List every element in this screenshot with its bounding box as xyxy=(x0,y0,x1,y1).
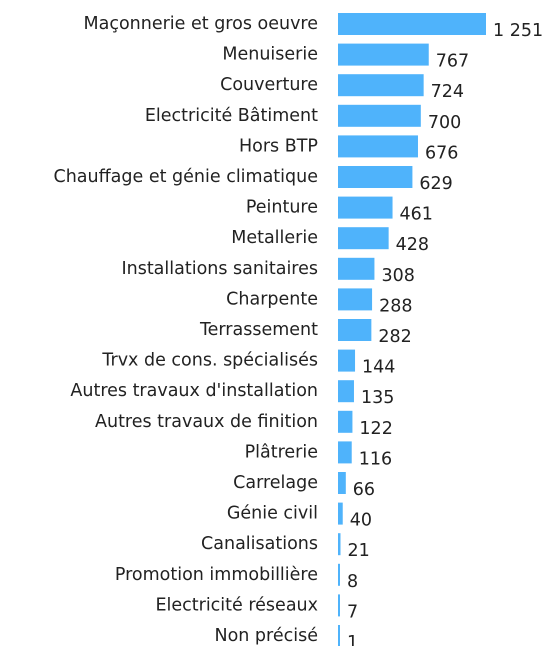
value-label: 767 xyxy=(436,52,469,72)
bar xyxy=(338,319,372,341)
category-label: Installations sanitaires xyxy=(121,259,318,279)
bar xyxy=(338,441,352,464)
category-label: Maçonnerie et gros oeuvre xyxy=(84,14,318,34)
bar xyxy=(338,349,356,372)
value-label: 629 xyxy=(419,174,452,194)
value-label: 7 xyxy=(347,602,358,622)
category-label: Menuiserie xyxy=(222,45,318,65)
category-label: Terrassement xyxy=(199,320,318,340)
value-label: 122 xyxy=(359,419,392,439)
value-label: 135 xyxy=(361,388,394,408)
value-label: 308 xyxy=(381,266,414,286)
value-label: 288 xyxy=(379,296,412,316)
category-label: Non précisé xyxy=(214,626,318,646)
category-label: Carrelage xyxy=(233,473,318,493)
category-label: Hors BTP xyxy=(239,136,318,156)
value-label: 66 xyxy=(353,480,375,500)
value-label: 116 xyxy=(359,449,392,469)
bar xyxy=(338,257,375,280)
category-label: Electricité Bâtiment xyxy=(145,106,318,126)
category-label: Electricité réseaux xyxy=(155,595,318,615)
category-label: Metallerie xyxy=(231,228,318,248)
value-label: 8 xyxy=(347,572,358,592)
bar xyxy=(338,43,429,66)
value-label: 700 xyxy=(428,113,461,133)
bar xyxy=(338,166,413,188)
category-label: Trvx de cons. spécialisés xyxy=(101,351,318,371)
bar xyxy=(338,472,346,494)
bar xyxy=(338,288,373,311)
category-label: Promotion immobillière xyxy=(115,565,318,585)
category-label: Autres travaux de finition xyxy=(95,412,318,432)
bar xyxy=(338,104,421,127)
value-label: 676 xyxy=(425,143,458,163)
bar xyxy=(338,502,343,525)
bar xyxy=(338,196,393,219)
bar xyxy=(338,135,418,158)
category-label: Chauffage et génie climatique xyxy=(54,167,319,187)
category-label: Couverture xyxy=(220,75,318,95)
category-label: Génie civil xyxy=(227,504,318,524)
value-label: 461 xyxy=(400,205,433,225)
category-label: Peinture xyxy=(246,198,318,218)
value-label: 724 xyxy=(431,82,464,102)
bar xyxy=(338,380,354,403)
category-label: Canalisations xyxy=(201,534,318,554)
category-label: Autres travaux d'installation xyxy=(70,381,318,401)
value-label: 1 xyxy=(347,633,358,646)
value-label: 428 xyxy=(396,235,429,255)
bar xyxy=(338,625,340,646)
bar xyxy=(338,533,341,556)
value-label: 21 xyxy=(347,541,369,561)
value-label: 40 xyxy=(350,511,372,531)
value-label: 1 251 xyxy=(493,21,543,41)
bar xyxy=(338,74,424,97)
bar xyxy=(338,410,353,433)
bar xyxy=(338,13,486,35)
bar xyxy=(338,594,340,617)
value-label: 282 xyxy=(378,327,411,347)
value-label: 144 xyxy=(362,358,395,378)
category-label: Charpente xyxy=(226,289,318,309)
bar xyxy=(338,227,389,250)
category-label: Plâtrerie xyxy=(245,442,318,462)
bar xyxy=(338,563,340,586)
